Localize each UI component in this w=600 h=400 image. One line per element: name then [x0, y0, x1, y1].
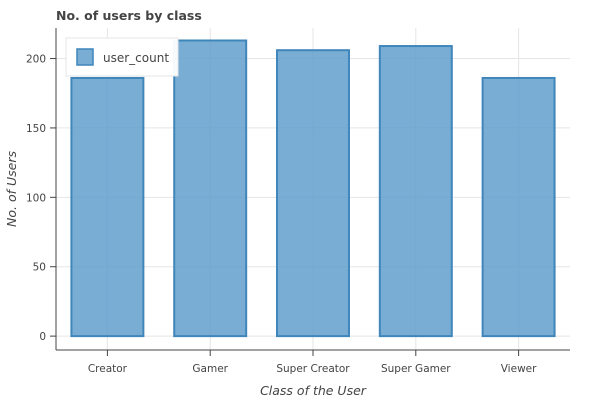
chart-title: No. of users by class — [56, 8, 202, 23]
bars — [70, 39, 556, 338]
legend-label: user_count — [103, 51, 169, 65]
y-tick-label: 200 — [26, 54, 46, 66]
x-tick-label: Viewer — [501, 363, 537, 375]
x-tick-label: Gamer — [192, 363, 228, 375]
bar-viewer — [481, 76, 556, 338]
y-tick-label: 0 — [39, 331, 46, 343]
legend-swatch — [76, 48, 94, 66]
bar-super-gamer — [378, 45, 453, 338]
bar-gamer — [173, 39, 248, 338]
axes: 0 50 100 150 200 Creator Gamer Super Creator Sup… — [26, 28, 570, 375]
x-tick-label: Super Creator — [276, 363, 350, 375]
x-tick-label: Super Gamer — [381, 363, 451, 375]
y-axis-label: No. of Users — [4, 151, 19, 227]
y-tick-label: 50 — [33, 262, 46, 274]
y-tick-label: 100 — [26, 192, 46, 204]
legend: user_count — [65, 37, 179, 77]
x-tick-label: Creator — [88, 363, 128, 375]
bar-super-creator — [276, 49, 350, 338]
x-axis-label: Class of the User — [260, 383, 367, 398]
y-tick-label: 150 — [26, 123, 46, 135]
bar-creator — [70, 76, 145, 338]
